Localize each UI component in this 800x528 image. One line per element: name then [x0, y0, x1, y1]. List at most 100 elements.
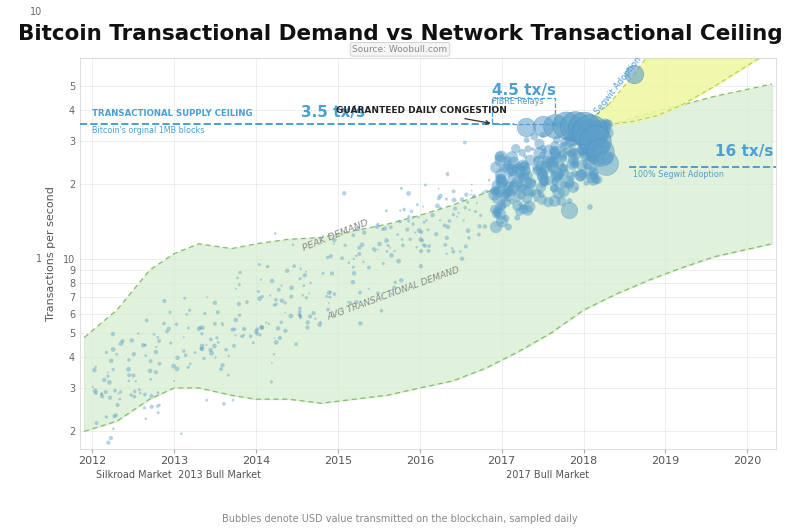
Point	[154, 360, 166, 368]
Point	[194, 345, 207, 353]
Point	[90, 389, 102, 397]
Point	[536, 173, 549, 182]
Point	[233, 300, 246, 308]
Point	[356, 241, 369, 249]
Text: Bubbles denote USD value transmitted on the blockchain, sampled daily: Bubbles denote USD value transmitted on …	[222, 514, 578, 524]
Point	[496, 197, 509, 205]
Point	[602, 120, 614, 129]
Point	[515, 191, 528, 200]
Point	[460, 191, 473, 199]
Point	[189, 348, 202, 357]
Point	[150, 343, 162, 351]
Point	[494, 153, 507, 161]
Point	[491, 208, 504, 216]
Point	[601, 155, 614, 163]
Point	[570, 124, 582, 132]
Point	[533, 188, 546, 196]
Point	[164, 339, 177, 347]
Point	[594, 135, 607, 143]
Point	[139, 414, 152, 423]
Point	[547, 120, 560, 129]
Point	[575, 124, 588, 133]
Point	[490, 187, 502, 195]
Point	[216, 361, 229, 370]
Point	[294, 265, 307, 273]
Point	[217, 322, 230, 330]
Point	[447, 210, 460, 219]
Point	[542, 158, 554, 166]
Point	[440, 250, 453, 258]
Point	[536, 180, 549, 188]
Point	[580, 169, 593, 178]
Point	[86, 383, 99, 391]
Point	[500, 164, 513, 172]
Point	[506, 179, 518, 187]
Point	[328, 290, 341, 298]
Point	[557, 153, 570, 162]
Point	[591, 120, 604, 129]
Point	[530, 190, 542, 198]
Point	[499, 199, 512, 207]
Point	[357, 258, 370, 266]
Point	[99, 388, 112, 396]
Point	[447, 196, 460, 204]
Point	[414, 262, 427, 270]
Point	[518, 164, 530, 172]
Point	[571, 120, 584, 129]
Point	[167, 362, 180, 370]
Point	[233, 280, 246, 289]
Point	[513, 186, 526, 194]
Point	[473, 230, 486, 239]
Point	[230, 316, 242, 324]
Bar	[492, 98, 555, 125]
Point	[178, 294, 191, 303]
Point	[498, 192, 511, 201]
Point	[342, 259, 355, 267]
Point	[106, 330, 119, 338]
Point	[413, 227, 426, 235]
Point	[560, 166, 573, 175]
Point	[196, 345, 209, 353]
Point	[164, 308, 177, 316]
Point	[302, 318, 314, 327]
Point	[501, 189, 514, 197]
Point	[255, 323, 268, 332]
Point	[584, 120, 597, 129]
Point	[297, 291, 310, 299]
Point	[579, 152, 592, 161]
Point	[410, 243, 423, 251]
Point	[601, 126, 614, 135]
Point	[596, 140, 609, 148]
Point	[578, 120, 591, 129]
Point	[103, 378, 116, 386]
Point	[423, 242, 436, 250]
Point	[346, 278, 359, 287]
Point	[250, 327, 262, 335]
Point	[550, 151, 562, 159]
Point	[524, 179, 537, 187]
Point	[559, 121, 572, 129]
Point	[401, 225, 414, 234]
Point	[521, 194, 534, 203]
Point	[554, 161, 566, 169]
Point	[495, 201, 508, 209]
Point	[574, 172, 586, 180]
Point	[138, 341, 151, 350]
Point	[395, 184, 408, 193]
Point	[547, 170, 560, 178]
Point	[322, 305, 334, 314]
Point	[506, 175, 519, 184]
Point	[488, 205, 501, 213]
Point	[559, 144, 572, 153]
Point	[488, 191, 501, 199]
Point	[557, 162, 570, 170]
Point	[495, 178, 508, 186]
Point	[371, 289, 384, 297]
Point	[569, 122, 582, 130]
Point	[580, 179, 593, 187]
Point	[586, 131, 598, 140]
Point	[518, 153, 531, 161]
Point	[405, 207, 418, 215]
Point	[447, 187, 460, 195]
Point	[473, 222, 486, 231]
